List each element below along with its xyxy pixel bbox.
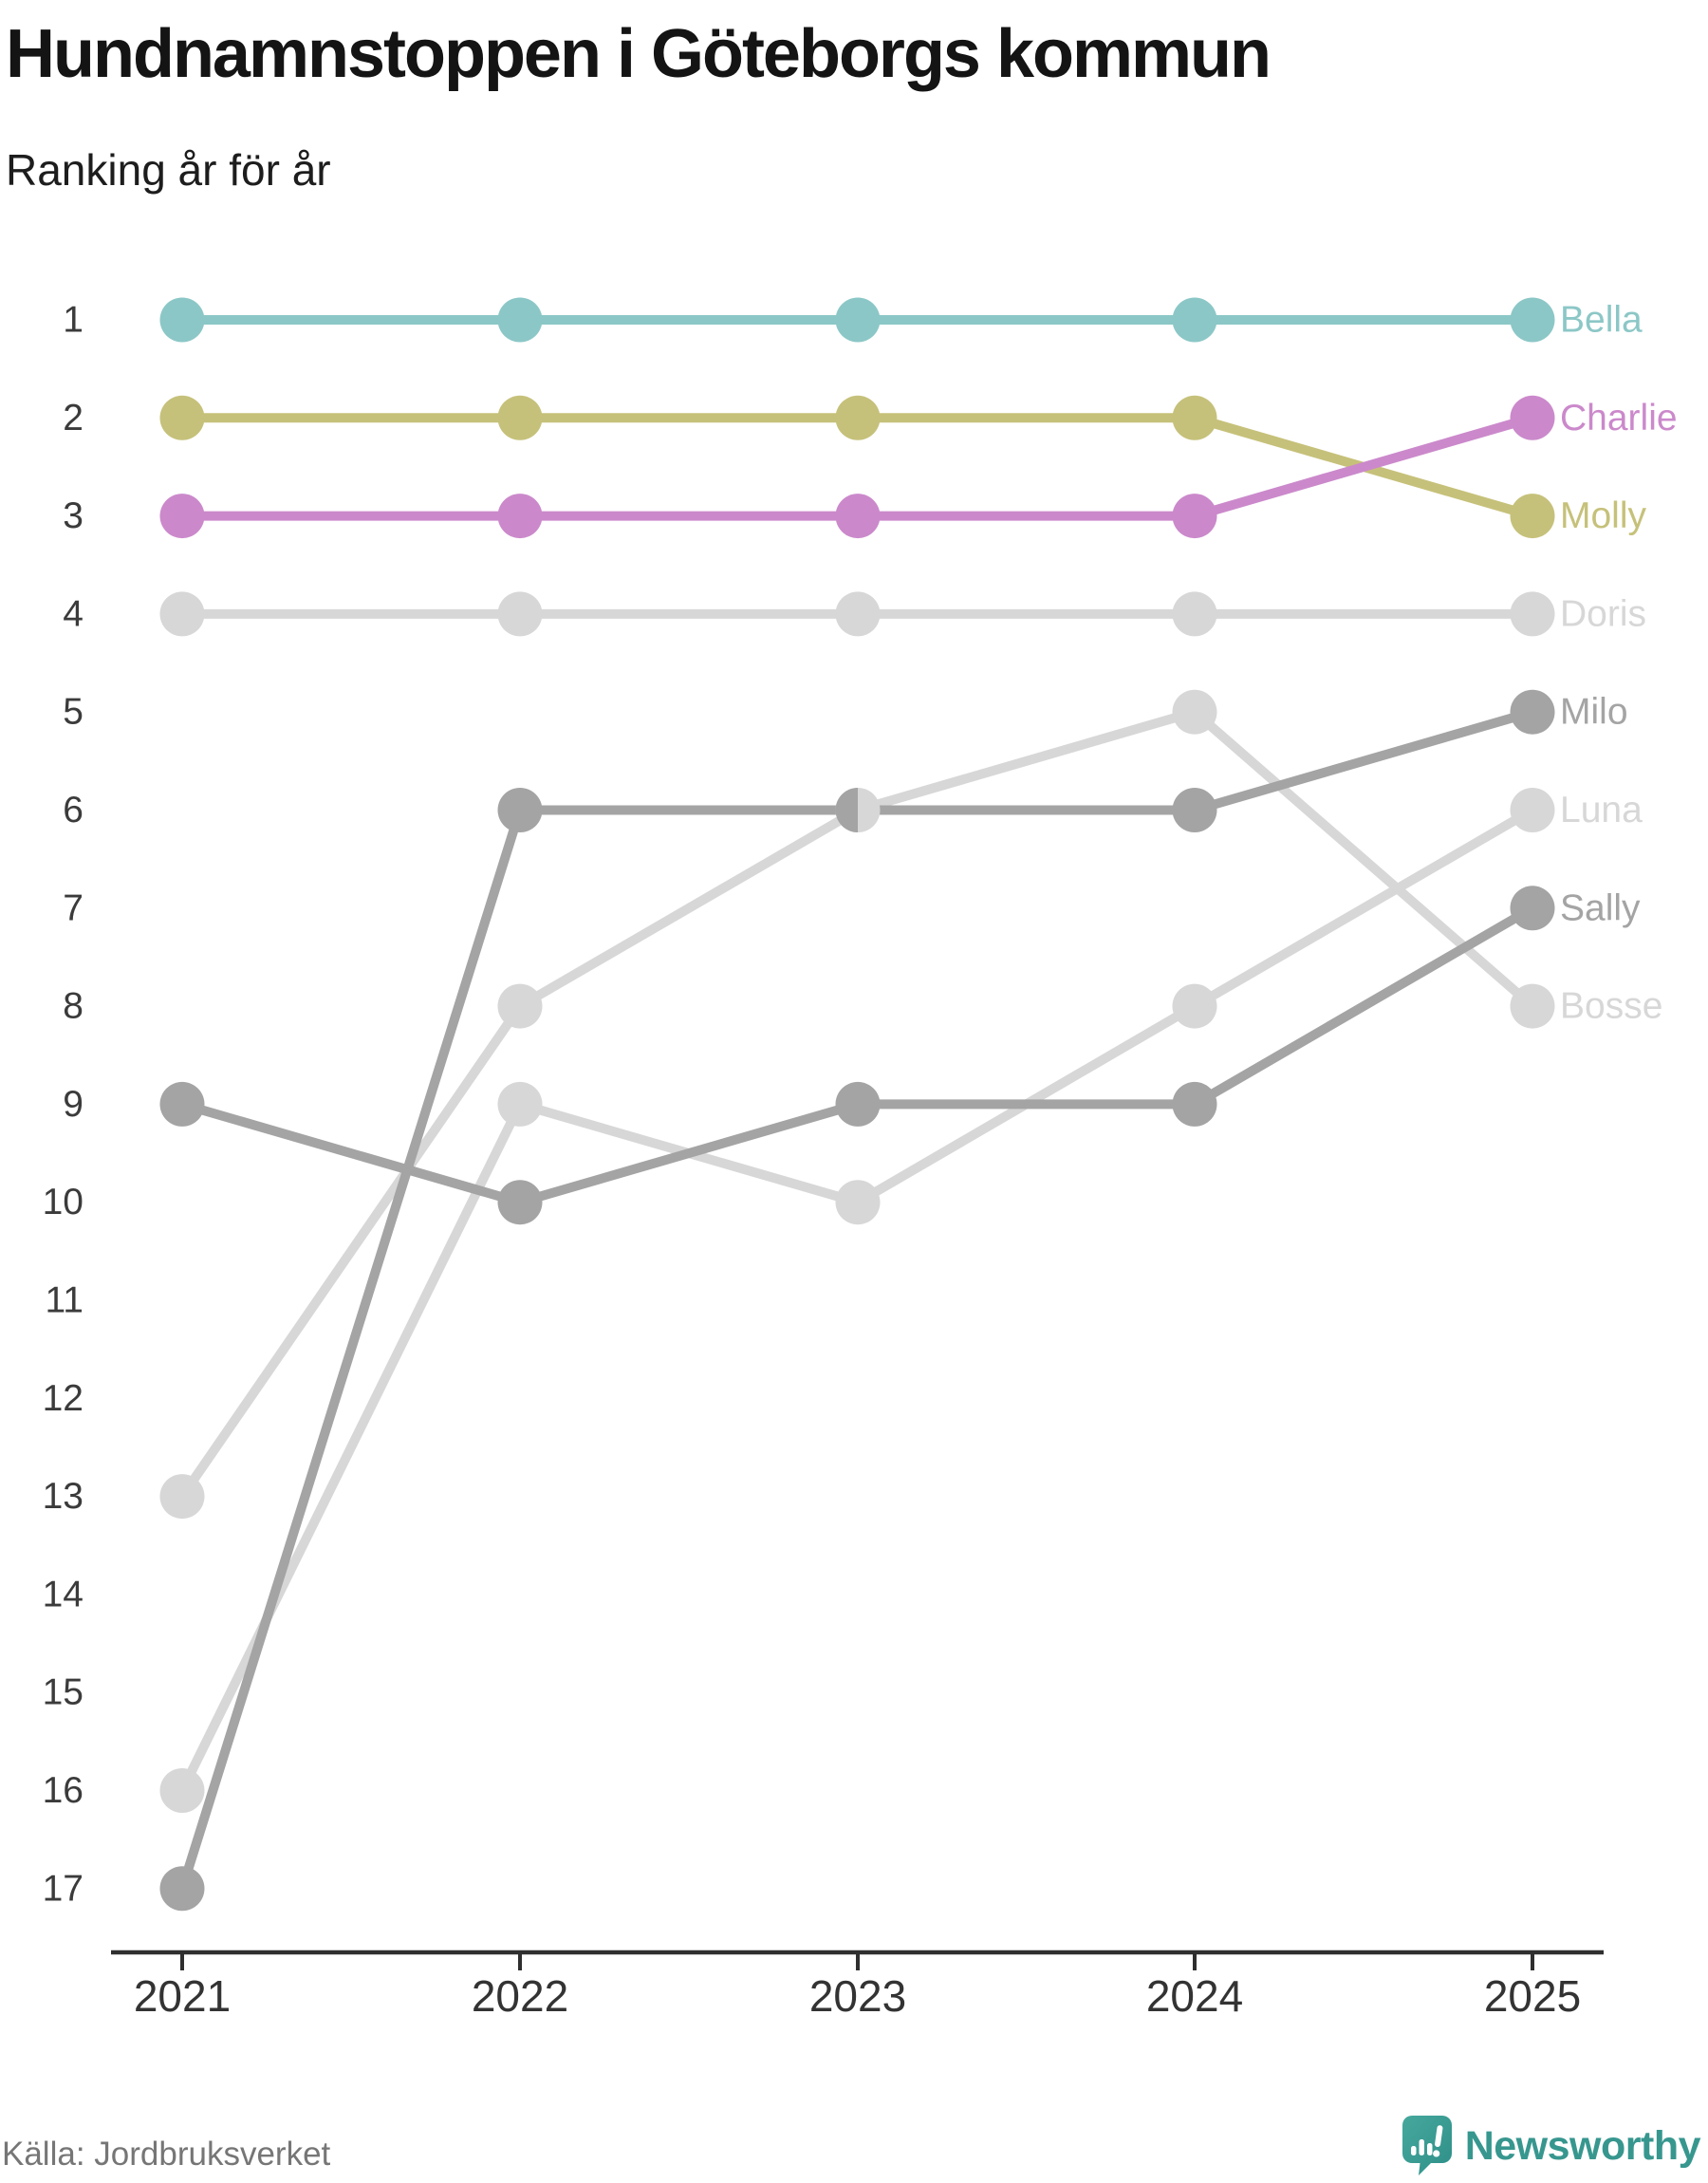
dot-sally-2024	[1172, 1081, 1217, 1127]
source-note: Källa: Jordbruksverket	[2, 2136, 331, 2173]
series-label-luna: Luna	[1560, 790, 1643, 830]
rank-tick-label: 16	[43, 1770, 84, 1811]
dot-doris-2021	[159, 591, 205, 637]
rank-tick-label: 6	[63, 790, 84, 830]
dot-molly-2021	[159, 395, 205, 440]
rank-tick-label: 4	[63, 593, 84, 634]
rank-tick-label: 15	[43, 1672, 84, 1713]
dot-sally-2021	[159, 1081, 205, 1127]
dot-molly-2023	[835, 395, 881, 440]
rank-tick-label: 7	[63, 887, 84, 928]
brand-name: Newsworthy	[1464, 2122, 1701, 2169]
rank-tick-label: 14	[43, 1574, 84, 1614]
dot-doris-2024	[1172, 591, 1217, 637]
x-axis-label: 2025	[1484, 1971, 1581, 2021]
page-subtitle: Ranking år för år	[6, 145, 331, 195]
rank-tick-label: 1	[63, 300, 84, 341]
dot-luna-2021	[159, 1768, 205, 1813]
dot-charlie-2025	[1510, 395, 1555, 440]
series-line-luna	[177, 806, 1535, 1793]
dot-milo-2023-half	[835, 788, 858, 832]
dot-bella-2021	[159, 297, 205, 343]
dot-sally-2022	[497, 1180, 543, 1225]
dot-bella-2024	[1172, 297, 1217, 343]
dot-luna-2022	[497, 1081, 543, 1127]
series-line-sally	[180, 904, 1535, 1207]
rank-tick-label: 11	[46, 1280, 84, 1321]
dot-molly-2022	[497, 395, 543, 440]
dot-doris-2023	[835, 591, 881, 637]
series-label-molly: Molly	[1560, 495, 1647, 536]
dot-bosse-2024	[1172, 689, 1217, 735]
dot-sally-2023	[835, 1081, 881, 1127]
series-label-charlie: Charlie	[1560, 398, 1678, 438]
x-axis-label: 2021	[134, 1971, 231, 2021]
rank-tick-label: 10	[43, 1182, 84, 1222]
series-label-milo: Milo	[1560, 692, 1628, 733]
rank-tick-label: 9	[63, 1084, 84, 1125]
dot-charlie-2023	[835, 494, 881, 539]
dot-molly-2024	[1172, 395, 1217, 440]
rank-tick-label: 8	[63, 986, 84, 1027]
dot-charlie-2021	[159, 494, 205, 539]
dot-charlie-2024	[1172, 494, 1217, 539]
page-title: Hundnamnstoppen i Göteborgs kommun	[6, 16, 1272, 92]
dot-bosse-2022	[497, 983, 543, 1029]
x-axis-label: 2023	[809, 1971, 906, 2021]
dot-bosse-2021	[159, 1474, 205, 1520]
dot-luna-2025	[1510, 788, 1555, 832]
dot-doris-2022	[497, 591, 543, 637]
dot-luna-2024	[1172, 983, 1217, 1029]
rank-tick-label: 5	[63, 692, 84, 733]
series-line-milo	[177, 707, 1534, 1891]
x-axis-label: 2022	[472, 1971, 568, 2021]
series-label-bosse: Bosse	[1560, 986, 1662, 1027]
x-axis-label: 2024	[1146, 1971, 1243, 2021]
rank-tick-label: 13	[43, 1476, 84, 1517]
dot-milo-2025	[1510, 689, 1555, 735]
dot-molly-2025	[1510, 494, 1555, 539]
rank-tick-label: 12	[43, 1378, 84, 1419]
dot-bella-2023	[835, 297, 881, 343]
dot-sally-2025	[1510, 886, 1555, 931]
rank-tick-label: 17	[43, 1868, 84, 1909]
dot-luna-2023	[835, 1180, 881, 1225]
rank-tick-label: 2	[63, 398, 84, 438]
dot-bella-2025	[1510, 297, 1555, 343]
dot-bosse-2025	[1510, 983, 1555, 1029]
dot-charlie-2022	[497, 494, 543, 539]
dot-bella-2022	[497, 297, 543, 343]
dot-milo-2022	[497, 788, 543, 832]
dot-doris-2025	[1510, 591, 1555, 637]
series-label-bella: Bella	[1560, 300, 1643, 341]
series-label-sally: Sally	[1560, 887, 1641, 928]
rank-tick-label: 3	[63, 495, 84, 536]
dot-milo-2021	[159, 1866, 205, 1912]
newsworthy-logo-icon	[1402, 2116, 1452, 2175]
dot-milo-2024	[1172, 788, 1217, 832]
series-label-doris: Doris	[1560, 593, 1646, 634]
brand-lockup: Newsworthy	[1401, 2113, 1701, 2179]
